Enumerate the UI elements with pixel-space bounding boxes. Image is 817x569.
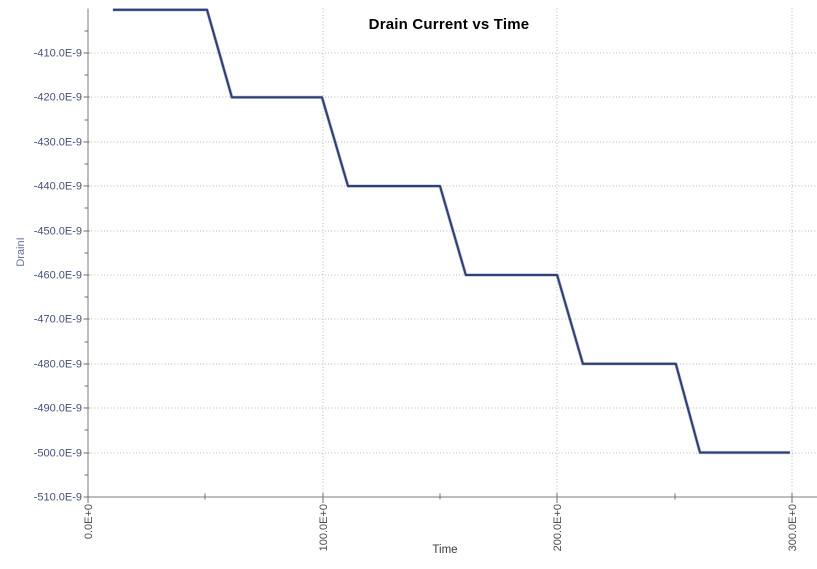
y-tick-label: -460.0E-9 — [34, 270, 82, 282]
y-tick-label: -480.0E-9 — [34, 359, 82, 371]
y-tick-label: -440.0E-9 — [34, 181, 82, 193]
x-tick-label: 0.0E+0 — [83, 504, 95, 539]
y-tick-label: -410.0E-9 — [34, 48, 82, 60]
y-tick-label: -450.0E-9 — [34, 226, 82, 238]
y-axis-title: DrainI — [15, 237, 27, 267]
x-tick-label: 200.0E+0 — [552, 504, 564, 551]
data-line-halo — [112, 8, 790, 455]
y-tick-label: -490.0E-9 — [34, 403, 82, 415]
x-tick-label: 300.0E+0 — [787, 504, 799, 551]
y-tick-label: -420.0E-9 — [34, 92, 82, 104]
x-axis-title: Time — [432, 544, 458, 556]
x-tick-label: 100.0E+0 — [318, 504, 330, 551]
y-tick-label: -430.0E-9 — [34, 137, 82, 149]
y-tick-label: -510.0E-9 — [34, 492, 82, 504]
data-line — [112, 8, 790, 454]
chart-title: Drain Current vs Time — [368, 16, 530, 33]
y-tick-label: -500.0E-9 — [34, 448, 82, 460]
y-tick-label: -470.0E-9 — [34, 314, 82, 326]
